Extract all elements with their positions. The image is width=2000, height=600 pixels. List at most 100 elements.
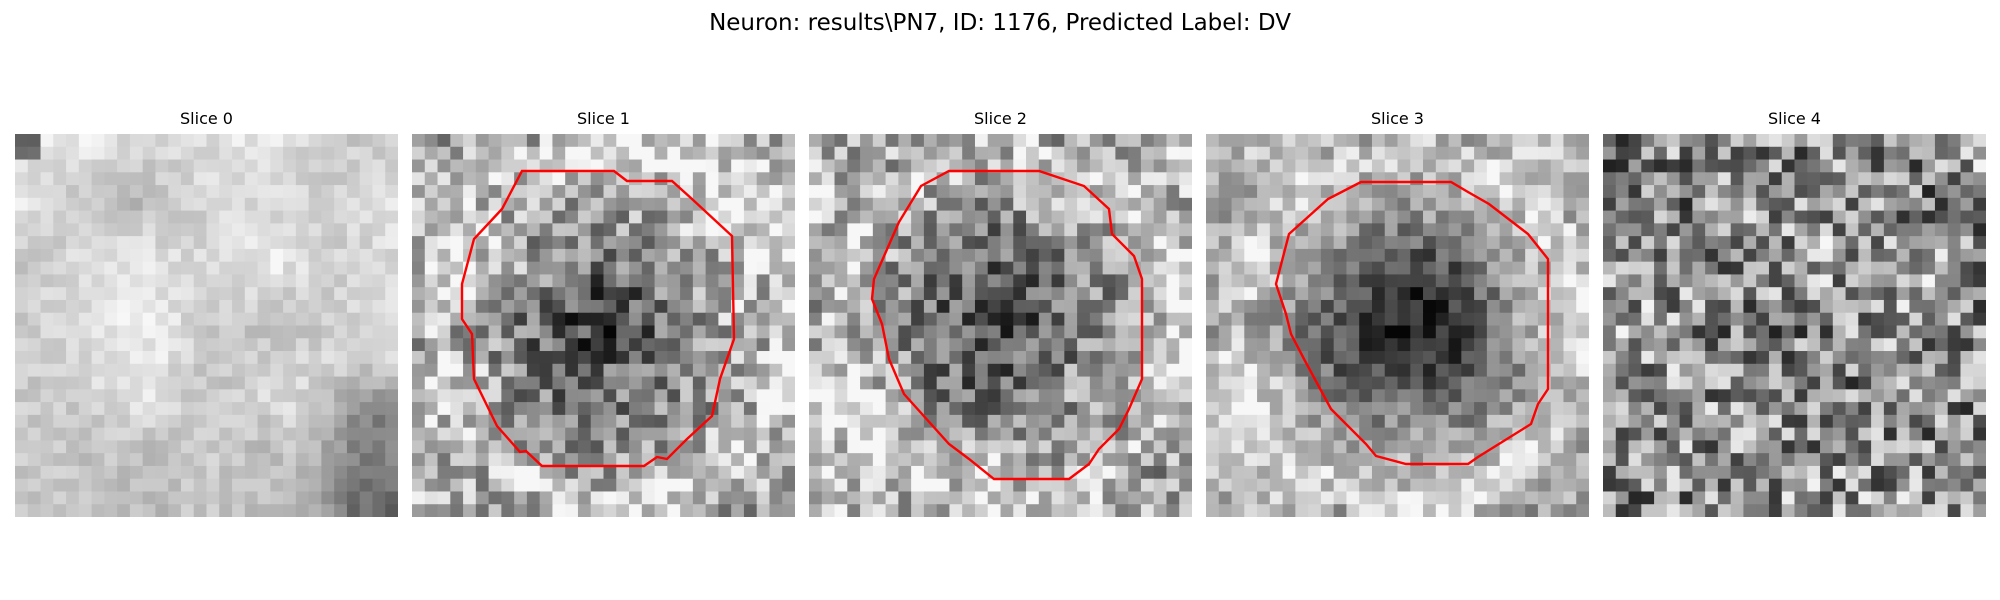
- pixel: [1922, 377, 1935, 390]
- pixel: [412, 364, 425, 377]
- pixel: [1141, 134, 1154, 147]
- pixel: [680, 466, 693, 479]
- pixel: [385, 351, 398, 364]
- pixel: [360, 198, 373, 211]
- pixel: [104, 185, 117, 198]
- pixel: [1743, 134, 1756, 147]
- pixel: [552, 389, 565, 402]
- pixel: [1667, 236, 1680, 249]
- pixel: [309, 479, 322, 492]
- pixel: [988, 440, 1001, 453]
- pixel: [744, 440, 757, 453]
- pixel: [1512, 389, 1525, 402]
- pixel: [66, 274, 79, 287]
- pixel: [283, 211, 296, 224]
- pixel: [53, 453, 66, 466]
- pixel: [1449, 428, 1462, 441]
- pixel: [1090, 504, 1103, 517]
- pixel: [1103, 364, 1116, 377]
- pixel: [181, 236, 194, 249]
- pixel: [769, 364, 782, 377]
- pixel: [1372, 274, 1385, 287]
- pixel: [1283, 185, 1296, 198]
- pixel: [1423, 466, 1436, 479]
- pixel: [1039, 466, 1052, 479]
- pixel: [1960, 479, 1973, 492]
- pixel: [92, 402, 105, 415]
- pixel: [463, 479, 476, 492]
- pixel: [283, 415, 296, 428]
- pixel: [1846, 466, 1859, 479]
- pixel: [79, 491, 92, 504]
- pixel: [1654, 428, 1667, 441]
- pixel: [1090, 198, 1103, 211]
- pixel: [1410, 440, 1423, 453]
- pixel: [41, 364, 54, 377]
- pixel: [1641, 300, 1654, 313]
- pixel: [66, 428, 79, 441]
- pixel: [757, 211, 770, 224]
- pixel: [962, 300, 975, 313]
- pixel: [15, 440, 28, 453]
- pixel: [1846, 338, 1859, 351]
- pixel: [1166, 440, 1179, 453]
- pixel: [321, 160, 334, 173]
- pixel: [1795, 402, 1808, 415]
- pixel: [1654, 274, 1667, 287]
- pixel: [898, 504, 911, 517]
- pixel: [1782, 415, 1795, 428]
- pixel: [1141, 491, 1154, 504]
- pixel: [372, 160, 385, 173]
- pixel: [79, 479, 92, 492]
- pixel: [1871, 428, 1884, 441]
- pixel: [822, 338, 835, 351]
- pixel: [1013, 236, 1026, 249]
- pixel: [360, 160, 373, 173]
- pixel: [731, 377, 744, 390]
- pixel: [604, 236, 617, 249]
- pixel: [1064, 147, 1077, 160]
- pixel: [937, 249, 950, 262]
- pixel: [1052, 223, 1065, 236]
- pixel: [258, 274, 271, 287]
- pixel: [258, 313, 271, 326]
- pixel: [1807, 185, 1820, 198]
- pixel: [1128, 300, 1141, 313]
- pixel: [1206, 364, 1219, 377]
- pixel: [1232, 147, 1245, 160]
- pixel: [1948, 377, 1961, 390]
- pixel: [104, 262, 117, 275]
- pixel: [412, 326, 425, 339]
- pixel: [1897, 134, 1910, 147]
- pixel: [412, 491, 425, 504]
- pixel: [232, 236, 245, 249]
- pixel: [1244, 440, 1257, 453]
- pixel: [1897, 479, 1910, 492]
- pixel: [667, 198, 680, 211]
- pixel: [1782, 211, 1795, 224]
- pixel: [1052, 274, 1065, 287]
- pixel: [1283, 479, 1296, 492]
- pixel: [1795, 147, 1808, 160]
- pixel: [104, 211, 117, 224]
- pixel: [489, 338, 502, 351]
- pixel: [181, 300, 194, 313]
- pixel: [1525, 377, 1538, 390]
- pixel: [130, 313, 143, 326]
- pixel: [1833, 287, 1846, 300]
- pixel: [655, 313, 668, 326]
- pixel: [1128, 134, 1141, 147]
- pixel: [1718, 160, 1731, 173]
- pixel: [1064, 453, 1077, 466]
- slice-image: [15, 134, 398, 517]
- pixel: [667, 223, 680, 236]
- pixel: [1346, 440, 1359, 453]
- pixel: [412, 223, 425, 236]
- pixel: [501, 453, 514, 466]
- pixel: [1283, 364, 1296, 377]
- pixel: [565, 172, 578, 185]
- pixel: [1629, 351, 1642, 364]
- pixel: [578, 313, 591, 326]
- pixel: [1410, 415, 1423, 428]
- pixel: [1206, 453, 1219, 466]
